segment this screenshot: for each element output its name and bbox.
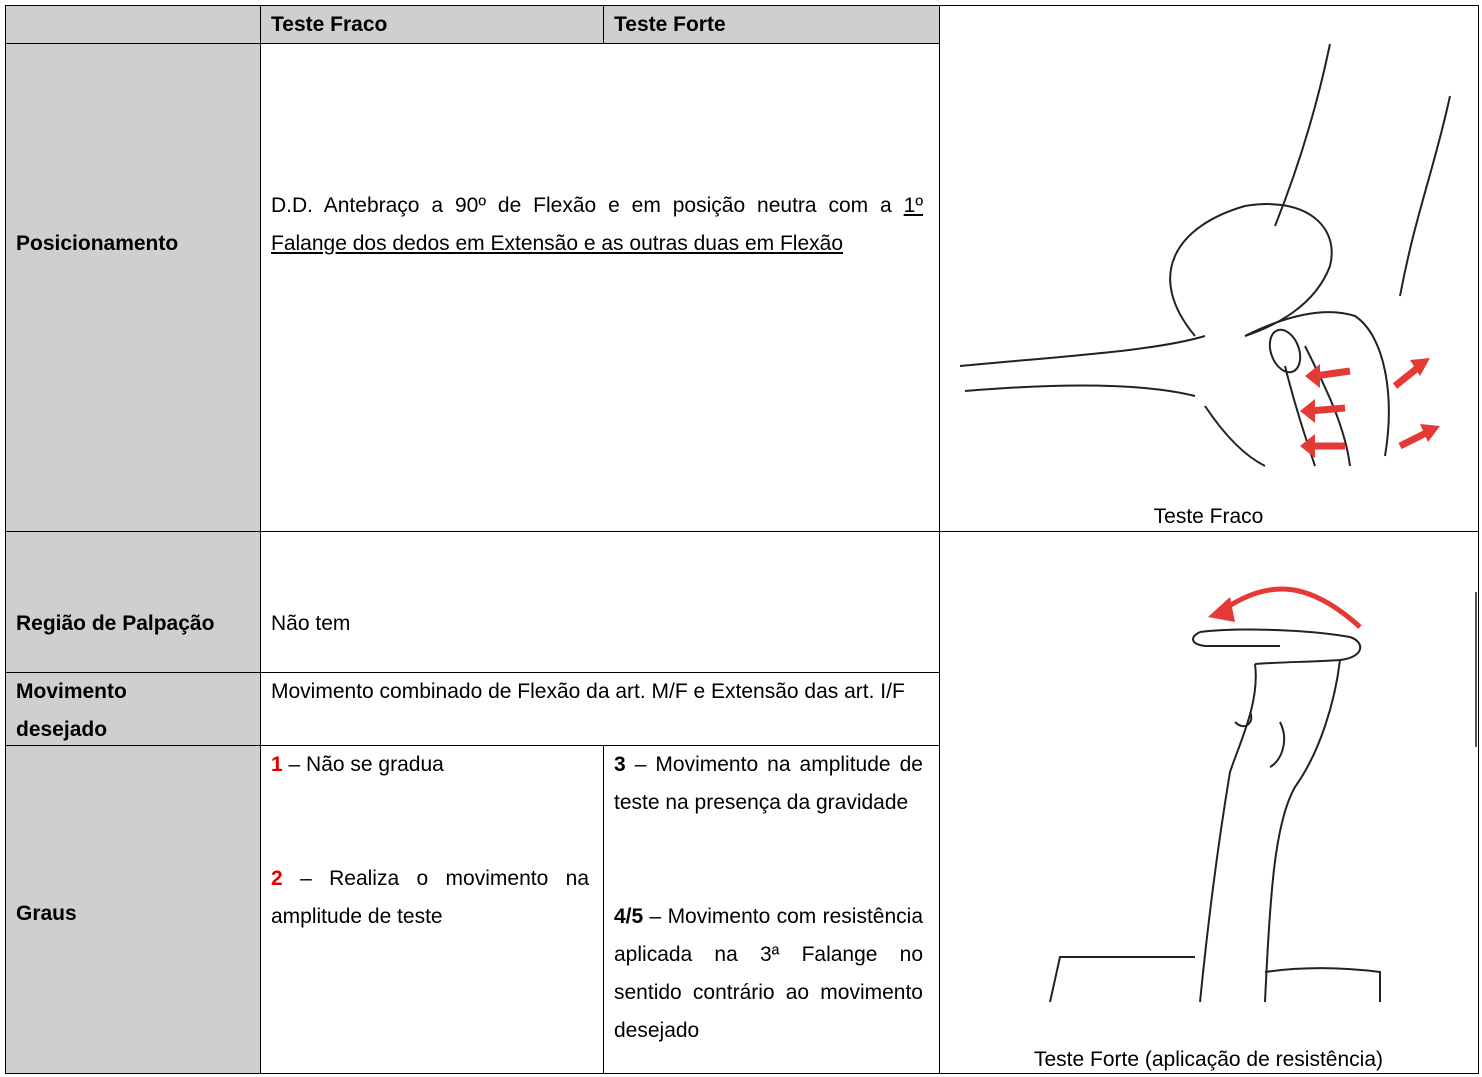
grade-text: – Realiza o movimento na amplitude de te… <box>271 867 589 928</box>
row-label-text: Posicionamento <box>16 232 179 255</box>
row-label: Posicionamento <box>5 43 261 532</box>
row-text: Movimento combinado de Flexão da art. M/… <box>271 680 905 703</box>
figure-cell: Teste Fraco <box>939 5 1479 532</box>
row-label: Região de Palpação <box>5 531 261 673</box>
row-text-cell: Não tem <box>260 531 940 673</box>
figure-cell: Teste Forte (aplicação de resistência) <box>939 531 1479 1074</box>
header-text: Teste Forte <box>614 13 726 36</box>
grade-text: – Movimento com resistência aplicada na … <box>614 905 923 1042</box>
grade: 3 – Movimento na amplitude de teste na p… <box>614 746 923 898</box>
row-text-underlined: 1º Falange dos dedos em Extensão e as ou… <box>271 194 923 255</box>
grades-strong: 3 – Movimento na amplitude de teste na p… <box>603 745 940 1074</box>
grade: 2 – Realiza o movimento na amplitude de … <box>271 860 589 936</box>
figure-sketch <box>1049 586 1381 1003</box>
grade-number: 1 <box>271 753 283 776</box>
row-text-cell: Movimento combinado de Flexão da art. M/… <box>260 672 940 746</box>
grade-number: 4/5 <box>614 905 644 928</box>
row-label: Movimento desejado <box>5 672 261 746</box>
grade: 1 – Não se gradua <box>271 746 589 860</box>
row-label: Graus <box>5 745 261 1074</box>
row-text: Não tem <box>271 612 351 635</box>
grades-weak: 1 – Não se gradua 2 – Realiza o moviment… <box>260 745 604 1074</box>
grade-number: 3 <box>614 753 626 776</box>
grade: 4/5 – Movimento com resistência aplicada… <box>614 898 923 1050</box>
grade-text: – Não se gradua <box>288 753 444 776</box>
grade-text: – Movimento na amplitude de teste na pre… <box>614 753 923 814</box>
header-cell: Teste Forte <box>603 5 940 44</box>
row-label-text: Movimento desejado <box>16 680 127 741</box>
figure-caption: Teste Fraco <box>1153 505 1264 528</box>
figure-edge <box>1475 592 1477 747</box>
header-blank <box>5 5 261 44</box>
row-text-cell: D.D. Antebraço a 90º de Flexão e em posi… <box>260 43 940 532</box>
row-label-text: Região de Palpação <box>16 612 215 635</box>
row-text: D.D. Antebraço a 90º de Flexão e em posi… <box>271 194 904 217</box>
grade-number: 2 <box>271 867 283 890</box>
header-cell: Teste Fraco <box>260 5 604 44</box>
row-label-text: Graus <box>16 902 77 925</box>
figure-caption: Teste Forte (aplicação de resistência) <box>1034 1048 1383 1071</box>
figure-sketch <box>959 43 1451 467</box>
header-text: Teste Fraco <box>271 13 388 36</box>
